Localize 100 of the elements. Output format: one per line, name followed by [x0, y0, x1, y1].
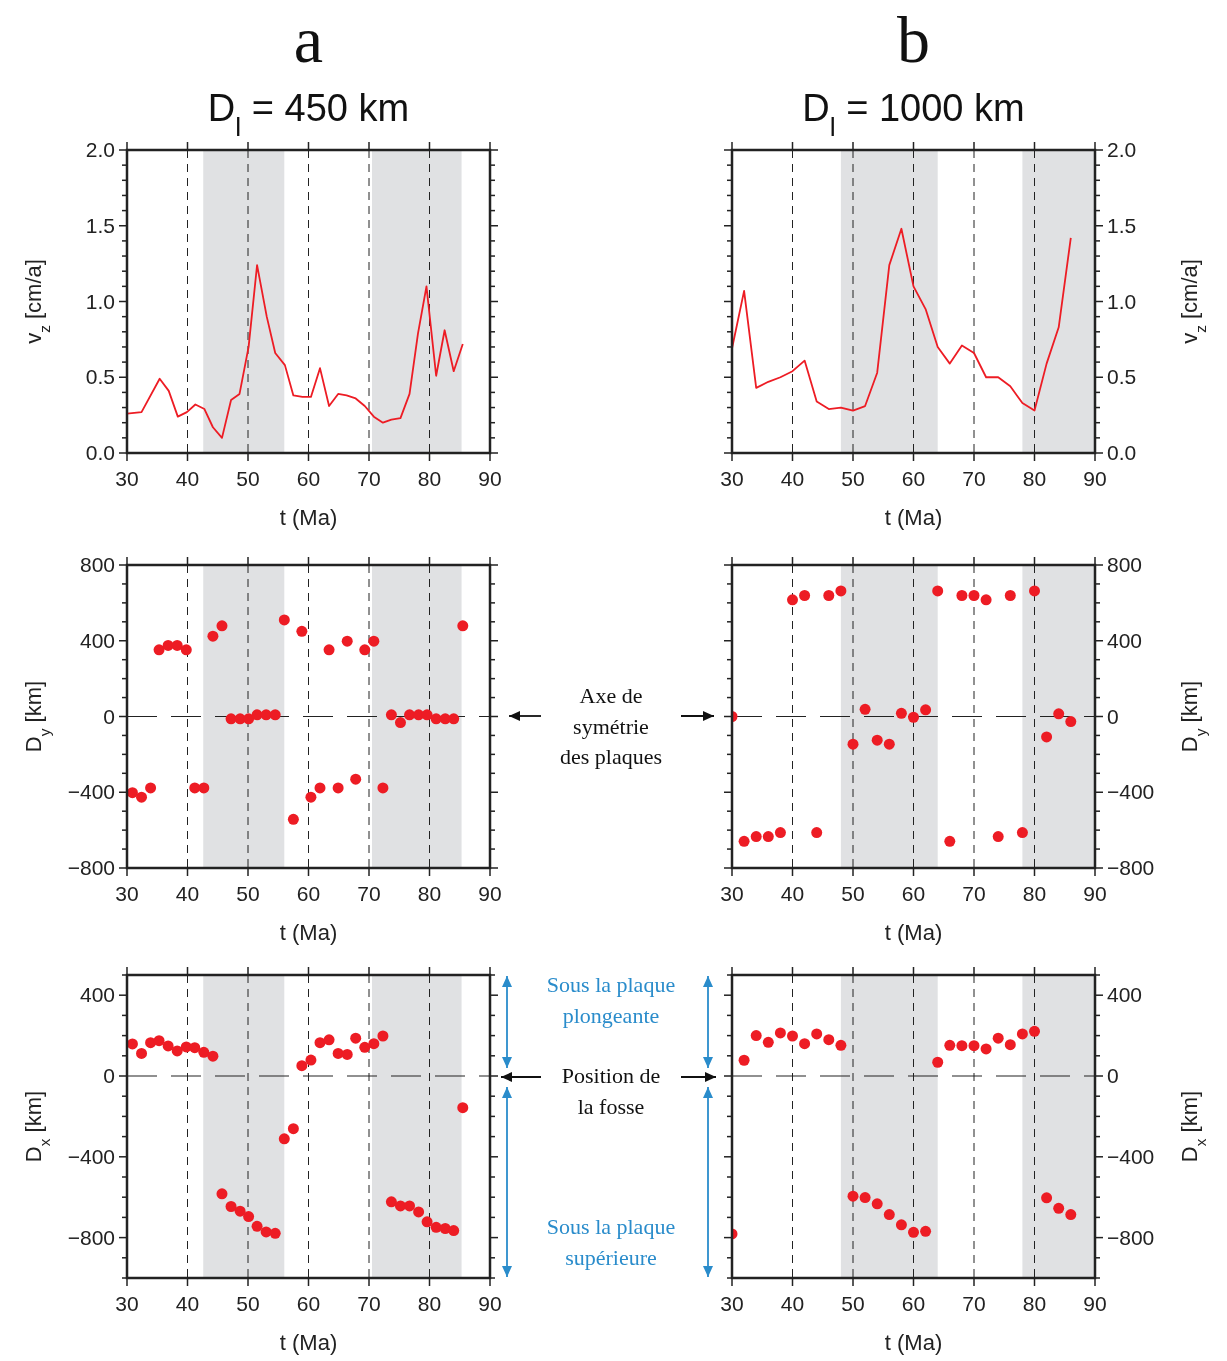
point	[404, 1200, 416, 1212]
y-tick-label: −800	[67, 1225, 115, 1249]
point	[368, 1038, 380, 1050]
point	[198, 782, 210, 794]
point	[1041, 1192, 1053, 1204]
y-tick-label: 0	[103, 704, 115, 728]
x-tick-label: 50	[236, 1292, 260, 1315]
x-tick-label: 50	[236, 467, 260, 490]
point	[992, 831, 1004, 843]
x-tick-label: 70	[357, 882, 381, 905]
point	[932, 1056, 944, 1068]
y2-tick-label: 0.5	[1107, 365, 1137, 389]
point	[980, 1043, 992, 1055]
point	[944, 1039, 956, 1051]
point	[314, 1037, 326, 1049]
point	[216, 620, 228, 632]
x-axis-title: t (Ma)	[279, 1330, 338, 1355]
point	[847, 738, 859, 750]
point	[871, 1198, 883, 1210]
point	[269, 709, 281, 721]
point	[811, 1028, 823, 1040]
point	[216, 1188, 228, 1200]
point	[430, 1221, 442, 1233]
x-tick-label: 70	[962, 467, 986, 490]
point	[1053, 1202, 1065, 1214]
point	[1016, 827, 1028, 839]
point	[127, 1038, 138, 1050]
text: Position de la fosse	[561, 1063, 661, 1119]
point	[385, 709, 397, 721]
point	[799, 589, 811, 601]
point	[920, 704, 932, 716]
point	[774, 827, 786, 839]
point	[968, 1040, 980, 1052]
x-tick-label: 40	[175, 1292, 200, 1315]
y2-tick-label: 0.0	[1107, 441, 1137, 464]
point	[457, 620, 469, 632]
point	[799, 1038, 811, 1050]
x-tick-label: 50	[236, 882, 260, 905]
x-axis-title: t (Ma)	[884, 1330, 943, 1355]
point	[136, 1047, 148, 1059]
y2-tick-label: 400	[1107, 983, 1143, 1007]
y2-tick-label: −800	[1107, 856, 1155, 879]
point	[738, 1054, 750, 1066]
point	[932, 585, 944, 597]
point	[1004, 1039, 1016, 1051]
point	[287, 813, 299, 825]
point	[243, 713, 255, 725]
point	[278, 614, 290, 626]
text: Axe de symétrie des plaques	[559, 683, 663, 769]
point	[1065, 716, 1077, 728]
x-tick-label: 40	[780, 467, 805, 490]
point	[920, 1225, 932, 1237]
point	[278, 1133, 290, 1145]
point	[859, 1192, 871, 1204]
point	[823, 589, 835, 601]
point	[332, 1047, 344, 1059]
point	[207, 1050, 219, 1062]
point	[1029, 585, 1040, 597]
x-tick-label: 80	[417, 467, 442, 490]
x-tick-label: 70	[357, 467, 381, 490]
point	[1004, 589, 1016, 601]
y-tick-label: 0	[103, 1064, 115, 1087]
point	[153, 1035, 165, 1047]
x-tick-label: 60	[296, 467, 321, 490]
point	[296, 1060, 308, 1072]
y-tick-label: 400	[79, 628, 115, 652]
x-tick-label: 30	[115, 882, 139, 905]
point	[762, 1036, 774, 1048]
point	[883, 738, 895, 750]
point	[287, 1123, 299, 1135]
x-tick-label: 40	[780, 1292, 805, 1315]
point	[305, 1054, 317, 1066]
point	[980, 594, 992, 606]
y2-tick-label: −800	[1107, 1225, 1155, 1249]
point	[968, 589, 980, 601]
point	[359, 644, 371, 656]
point	[738, 835, 750, 847]
x-tick-label: 80	[1022, 467, 1047, 490]
x-tick-label: 80	[417, 882, 442, 905]
point	[1016, 1028, 1028, 1040]
x-tick-label: 50	[841, 467, 865, 490]
chart-subtitle: D$_{l}$ = 1000 km	[802, 87, 1025, 142]
point	[811, 827, 823, 839]
point	[823, 1034, 835, 1046]
y2-tick-label: 400	[1107, 628, 1143, 652]
point	[171, 1045, 183, 1057]
y2-tick-label: 800	[1107, 553, 1143, 576]
line-series	[127, 264, 464, 439]
point	[385, 1196, 397, 1208]
text: Sous la plaque supérieure	[546, 1214, 676, 1270]
point	[421, 709, 433, 721]
point	[787, 594, 798, 606]
y2-tick-label: 1.0	[1107, 289, 1137, 313]
point	[207, 630, 219, 642]
point	[1029, 1025, 1040, 1037]
point	[992, 1032, 1004, 1044]
x-axis-title: t (Ma)	[279, 920, 338, 945]
x-tick-label: 80	[417, 1292, 442, 1315]
x-tick-label: 70	[962, 882, 986, 905]
point	[234, 1205, 246, 1217]
